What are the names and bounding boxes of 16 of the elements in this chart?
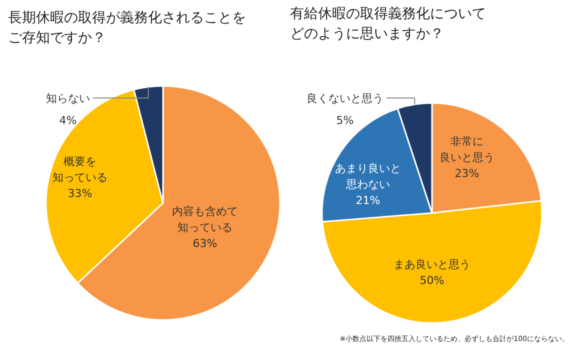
slice-label: 良くないと思う [306,92,384,105]
data-label: 21% [356,194,380,207]
slice-label: まあ良いと思う [394,258,470,271]
data-label: 5% [336,114,354,127]
slice-label: あまり良いと思わない [335,162,401,191]
slice-label: 知らない [46,92,90,105]
chart-title: 有給休暇の取得義務化についてどのように思いますか？ [290,6,486,42]
slice-label: 内容も含めて知っている [172,205,238,234]
data-label: 23% [454,167,480,180]
slice-label: 非常に良いと思う [440,135,494,164]
chart-title: 長期休暇の取得が義務化されることをご存知ですか？ [8,10,246,46]
data-label: 4% [59,114,77,127]
data-label: 50% [420,274,444,287]
slice-label: 概要を知っている [52,155,108,184]
data-label: 33% [68,187,92,200]
data-label: 63% [192,237,218,250]
